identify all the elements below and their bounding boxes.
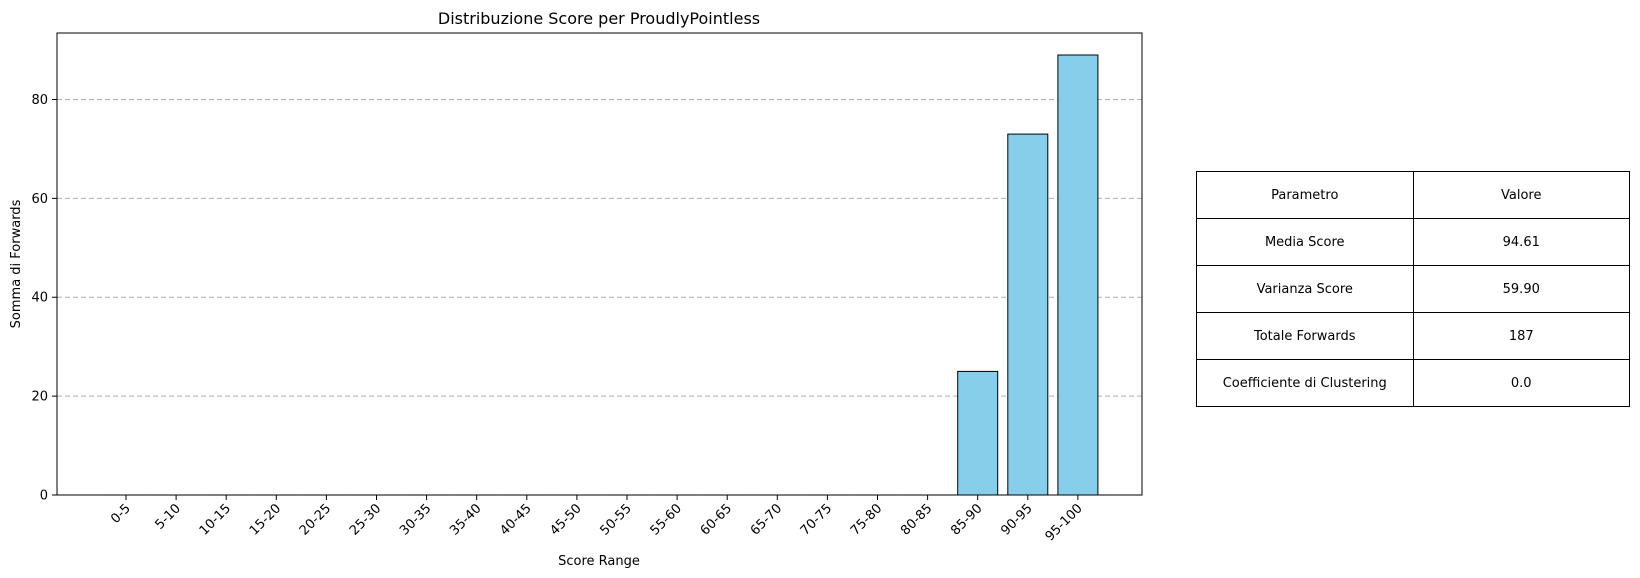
x-tick-label: 95-100 xyxy=(1043,501,1086,544)
table-header-cell: Valore xyxy=(1412,171,1630,219)
table-row: Varianza Score 59.90 xyxy=(1196,265,1630,313)
y-axis-label: Somma di Forwards xyxy=(9,199,24,328)
x-tick-label: 25-30 xyxy=(347,501,384,538)
table-row: Media Score 94.61 xyxy=(1196,218,1630,266)
x-tick-label: 5-10 xyxy=(152,501,183,532)
x-tick-label: 35-40 xyxy=(447,501,484,538)
bar xyxy=(1007,133,1049,496)
x-tick-label: 85-90 xyxy=(948,501,985,538)
x-tick-label: 45-50 xyxy=(547,501,584,538)
x-tick-label: 0-5 xyxy=(108,501,134,527)
table-cell-value: 187 xyxy=(1412,312,1630,360)
x-tick-label: 90-95 xyxy=(998,501,1035,538)
table-row: Coefficiente di Clustering 0.0 xyxy=(1196,359,1630,407)
bar xyxy=(1057,54,1099,496)
table-row: Totale Forwards 187 xyxy=(1196,312,1630,360)
table-header-row: Parametro Valore xyxy=(1196,171,1630,219)
x-tick-label: 70-75 xyxy=(798,501,835,538)
chart-title: Distribuzione Score per ProudlyPointless xyxy=(438,9,760,28)
bar xyxy=(957,370,999,496)
table-cell-parameter: Coefficiente di Clustering xyxy=(1196,359,1414,407)
x-tick-label: 65-70 xyxy=(748,501,785,538)
stats-table: Parametro Valore Media Score 94.61 Varia… xyxy=(1196,171,1630,407)
table-cell-parameter: Varianza Score xyxy=(1196,265,1414,313)
x-tick-label: 40-45 xyxy=(497,501,534,538)
x-tick-label: 10-15 xyxy=(197,501,234,538)
bar-chart: 0 20 40 60 80 0-5 5-10 10-15 15-20 20-25 25-30 30-… xyxy=(9,9,1143,569)
bars xyxy=(105,54,1099,496)
y-tick-label: 60 xyxy=(31,192,48,207)
table-cell-parameter: Media Score xyxy=(1196,218,1414,266)
plot-frame xyxy=(56,32,1143,496)
table-cell-value: 59.90 xyxy=(1412,265,1630,313)
y-axis-ticks: 0 20 40 60 80 xyxy=(31,93,57,504)
x-tick-label: 30-35 xyxy=(397,501,434,538)
table-cell-value: 94.61 xyxy=(1412,218,1630,266)
table-header-cell: Parametro xyxy=(1196,171,1414,219)
x-tick-label: 20-25 xyxy=(297,501,334,538)
x-tick-label: 50-55 xyxy=(598,501,635,538)
y-tick-label: 40 xyxy=(31,291,48,306)
x-tick-label: 55-60 xyxy=(648,501,685,538)
y-tick-label: 80 xyxy=(31,93,48,108)
x-axis-label: Score Range xyxy=(558,554,640,569)
grid-lines xyxy=(57,98,1142,397)
y-tick-label: 0 xyxy=(40,489,48,504)
x-tick-label: 60-65 xyxy=(698,501,735,538)
x-tick-label: 15-20 xyxy=(247,501,284,538)
x-tick-label: 80-85 xyxy=(898,501,935,538)
y-tick-label: 20 xyxy=(31,390,48,405)
table-cell-value: 0.0 xyxy=(1412,359,1630,407)
x-axis-ticks: 0-5 5-10 10-15 15-20 20-25 25-30 30-35 35-40 40-… xyxy=(108,495,1086,544)
x-tick-label: 75-80 xyxy=(848,501,885,538)
table-cell-parameter: Totale Forwards xyxy=(1196,312,1414,360)
